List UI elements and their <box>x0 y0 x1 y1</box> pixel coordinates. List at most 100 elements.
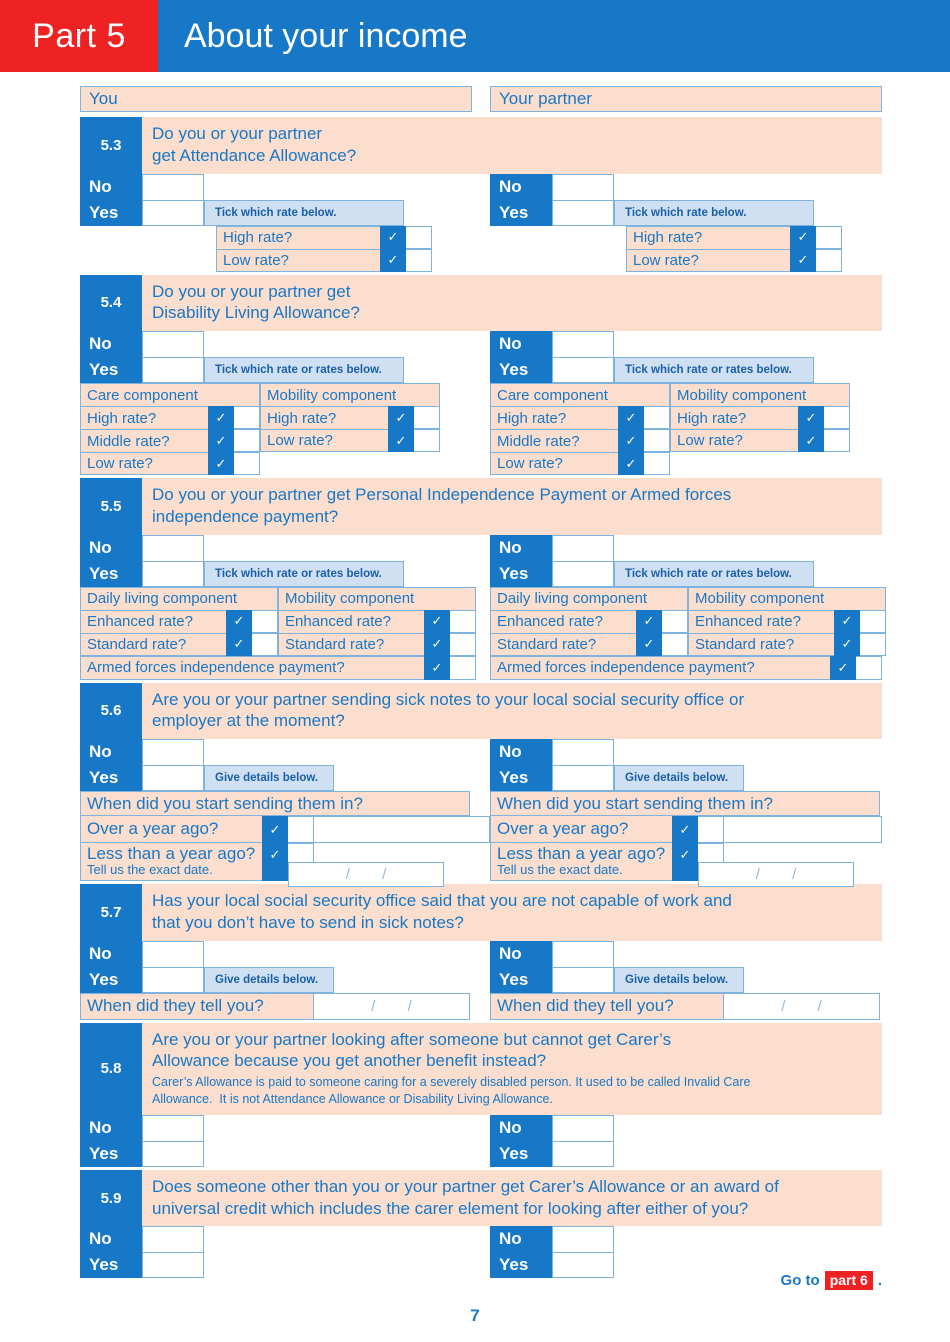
date-input-start-sending[interactable]: / / <box>698 862 854 887</box>
no-yes-labels: No Yes <box>490 739 552 791</box>
checkbox-mobility-enhanced[interactable] <box>450 609 476 633</box>
checkbox-armed-forces[interactable] <box>856 655 882 680</box>
rate-group-title-daily-living: Daily living component <box>490 586 688 610</box>
label-no: No <box>490 940 552 967</box>
label-yes: Yes <box>490 765 552 791</box>
question-5-6: 5.6 Are you or your partner sending sick… <box>80 682 882 887</box>
checkbox-no[interactable] <box>552 739 614 765</box>
checkbox-no[interactable] <box>142 534 204 561</box>
checkbox-mobility-high[interactable] <box>824 406 850 429</box>
rate-label: Enhanced rate? <box>278 609 424 633</box>
rate-label: Low rate? <box>490 452 618 475</box>
checkbox-daily-standard[interactable] <box>252 632 278 656</box>
part-number-badge: Part 5 <box>0 0 158 72</box>
checkbox-yes[interactable] <box>142 966 204 993</box>
no-yes-labels: No Yes <box>490 1114 552 1167</box>
checkbox-no[interactable] <box>552 173 614 200</box>
checkbox-yes[interactable] <box>142 1140 204 1167</box>
checkbox-no[interactable] <box>552 1226 614 1253</box>
rate-label: Standard rate? <box>688 632 834 656</box>
page-title: About your income <box>184 16 468 55</box>
part-6-chip[interactable]: part 6 <box>824 1271 873 1290</box>
checkbox-daily-enhanced[interactable] <box>662 609 688 633</box>
checkbox-yes[interactable] <box>552 1140 614 1167</box>
checkbox-mobility-low[interactable] <box>824 429 850 452</box>
checkbox-daily-standard[interactable] <box>662 632 688 656</box>
answer-block-partner: No Yes Tick which rate or rates below. <box>490 534 886 680</box>
checkbox-high-rate[interactable] <box>816 225 842 249</box>
checkbox-no[interactable] <box>142 1226 204 1253</box>
checkbox-no[interactable] <box>142 940 204 967</box>
no-yes-labels: No Yes <box>490 331 552 383</box>
checkbox-no[interactable] <box>552 331 614 357</box>
question-text: Has your local social security office sa… <box>142 884 882 941</box>
checkbox-over-a-year[interactable] <box>288 816 314 843</box>
checkbox-no[interactable] <box>142 331 204 357</box>
checkbox-yes[interactable] <box>142 199 204 226</box>
checkbox-yes[interactable] <box>552 357 614 383</box>
label-no: No <box>490 173 552 200</box>
date-input-start-sending[interactable]: / / <box>288 862 444 887</box>
checkbox-yes[interactable] <box>552 765 614 791</box>
checkbox-care-low[interactable] <box>644 452 670 475</box>
checkbox-care-middle[interactable] <box>234 429 260 452</box>
checkbox-mobility-standard[interactable] <box>860 632 886 656</box>
checkbox-care-low[interactable] <box>234 452 260 475</box>
checkbox-mobility-low[interactable] <box>414 429 440 452</box>
checkbox-yes[interactable] <box>552 199 614 226</box>
checkbox-daily-enhanced[interactable] <box>252 609 278 633</box>
hint-give-details: Give details below. <box>614 966 744 993</box>
checkbox-yes[interactable] <box>142 357 204 383</box>
checkbox-armed-forces[interactable] <box>450 655 476 680</box>
question-text: Does someone other than you or your part… <box>142 1169 882 1227</box>
answer-block-you: No Yes Give details below. W <box>80 940 490 1020</box>
label-yes: Yes <box>80 357 142 383</box>
checkbox-yes[interactable] <box>142 560 204 587</box>
checkbox-no[interactable] <box>552 940 614 967</box>
checkbox-care-middle[interactable] <box>644 429 670 452</box>
checkbox-high-rate[interactable] <box>406 225 432 249</box>
label-yes: Yes <box>490 199 552 226</box>
tick-icon: ✓ <box>636 609 662 633</box>
checkbox-no[interactable] <box>142 1114 204 1141</box>
checkbox-yes[interactable] <box>142 1252 204 1279</box>
rate-label: Low rate? <box>670 429 798 452</box>
tick-icon: ✓ <box>618 429 644 452</box>
page-number: 7 <box>470 1306 480 1325</box>
hint-tick-rate: Tick which rate below. <box>614 199 814 226</box>
no-yes-labels: No Yes <box>490 173 552 226</box>
hint-tick-rates: Tick which rate or rates below. <box>204 357 404 383</box>
checkbox-yes[interactable] <box>142 765 204 791</box>
rate-label: Middle rate? <box>490 429 618 452</box>
answer-block-you: No Yes <box>80 1114 490 1167</box>
checkbox-mobility-high[interactable] <box>414 406 440 429</box>
checkbox-less-than-a-year[interactable] <box>698 843 724 862</box>
checkbox-mobility-standard[interactable] <box>450 632 476 656</box>
answer-block-partner: No Yes <box>490 1114 882 1167</box>
checkbox-yes[interactable] <box>552 1252 614 1279</box>
page-banner: Part 5 About your income <box>0 0 950 72</box>
question-number: 5.5 <box>80 478 142 535</box>
goto-next-part[interactable]: Go to part 6 . <box>781 1271 882 1290</box>
checkbox-no[interactable] <box>552 534 614 561</box>
label-no: No <box>80 173 142 200</box>
checkbox-no[interactable] <box>142 173 204 200</box>
checkbox-low-rate[interactable] <box>816 248 842 272</box>
checkbox-yes[interactable] <box>552 966 614 993</box>
label-no: No <box>490 331 552 357</box>
checkbox-care-high[interactable] <box>644 406 670 429</box>
tick-icon: ✓ <box>380 248 406 272</box>
date-input-when-told[interactable]: / / <box>724 992 880 1020</box>
question-number: 5.9 <box>80 1169 142 1227</box>
tick-icon: ✓ <box>790 225 816 249</box>
checkbox-yes[interactable] <box>552 560 614 587</box>
checkbox-no[interactable] <box>142 739 204 765</box>
checkbox-over-a-year[interactable] <box>698 816 724 843</box>
date-label-when-told: When did they tell you? <box>490 992 724 1020</box>
checkbox-low-rate[interactable] <box>406 248 432 272</box>
checkbox-mobility-enhanced[interactable] <box>860 609 886 633</box>
checkbox-no[interactable] <box>552 1114 614 1141</box>
date-input-when-told[interactable]: / / <box>314 992 470 1020</box>
checkbox-less-than-a-year[interactable] <box>288 843 314 862</box>
checkbox-care-high[interactable] <box>234 406 260 429</box>
